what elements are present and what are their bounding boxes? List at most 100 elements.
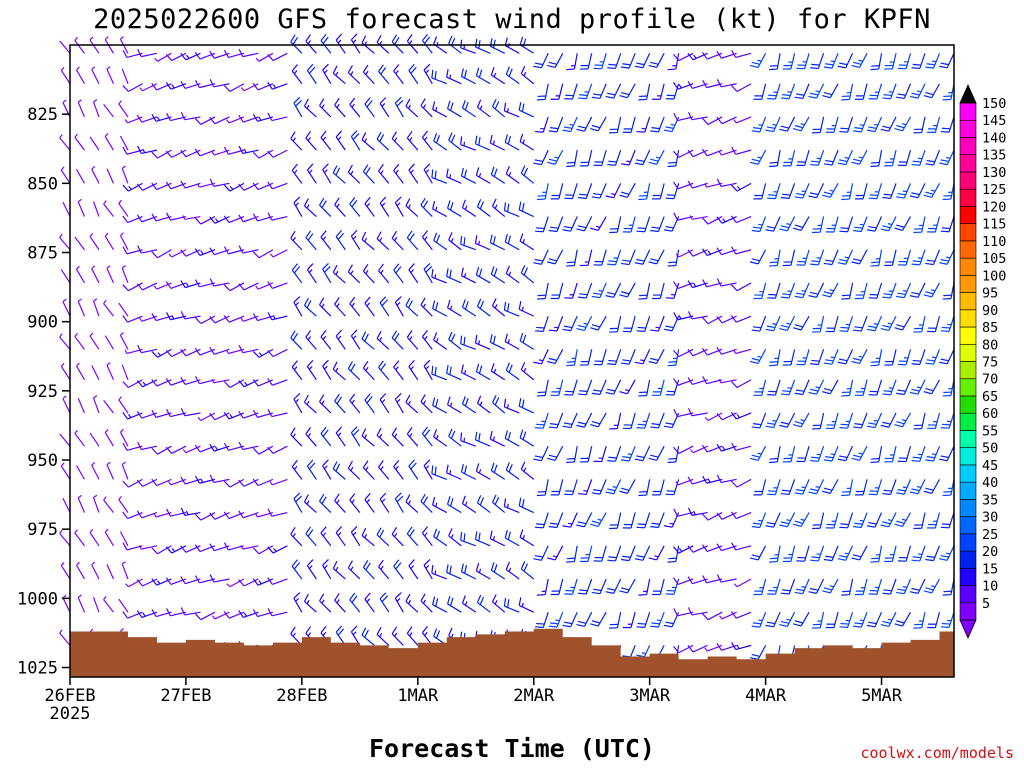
barb-flag xyxy=(376,527,382,536)
wind-barb xyxy=(491,395,506,414)
barb-flag xyxy=(293,562,300,570)
barb-flag xyxy=(823,163,833,166)
wind-barb xyxy=(252,445,274,455)
barb-flag xyxy=(547,557,556,561)
wind-barb xyxy=(536,282,549,300)
wind-barb xyxy=(60,562,71,580)
wind-barb xyxy=(519,332,535,350)
barb-staff xyxy=(706,445,723,453)
barb-staff xyxy=(376,534,390,547)
barb-half-flag xyxy=(422,104,427,109)
barb-staff xyxy=(475,439,491,447)
barb-flag xyxy=(460,267,464,276)
wind-barb xyxy=(59,529,71,547)
barb-staff xyxy=(946,53,955,69)
barb-flag xyxy=(122,85,129,92)
wind-barb xyxy=(394,392,404,414)
wind-barb xyxy=(518,398,534,414)
barb-flag xyxy=(323,265,331,273)
barb-staff xyxy=(678,545,694,554)
wind-barb xyxy=(897,149,912,167)
barb-flag xyxy=(794,591,803,595)
barb-staff xyxy=(720,379,737,384)
barb-staff xyxy=(171,52,187,62)
barb-flag xyxy=(607,67,616,70)
colorbar-swatch xyxy=(959,499,977,517)
wind-barb xyxy=(433,232,448,251)
barb-flag xyxy=(364,393,371,401)
wind-barb xyxy=(391,427,404,447)
barb-flag xyxy=(548,258,557,262)
wind-barb xyxy=(89,233,100,251)
barb-flag xyxy=(505,362,510,371)
wind-barb xyxy=(533,349,549,365)
barb-staff xyxy=(518,209,534,218)
barb-staff xyxy=(736,611,752,619)
barb-staff xyxy=(903,282,912,298)
barb-flag xyxy=(492,335,496,344)
barb-staff xyxy=(542,611,549,628)
barb-half-flag xyxy=(106,265,111,269)
wind-barb xyxy=(122,182,143,192)
wind-barb xyxy=(591,479,607,495)
barb-flag xyxy=(136,610,143,618)
barb-staff xyxy=(585,83,593,99)
wind-barb xyxy=(461,199,477,218)
barb-staff xyxy=(75,465,86,480)
barb-flag xyxy=(151,313,157,321)
barb-flag xyxy=(337,628,345,636)
barb-half-flag xyxy=(307,433,312,438)
wind-barb xyxy=(808,282,825,298)
barb-flag xyxy=(435,135,441,144)
barb-staff xyxy=(556,412,564,429)
wind-barb xyxy=(808,183,825,199)
barb-staff xyxy=(433,536,448,547)
barb-staff xyxy=(258,445,274,455)
barb-staff xyxy=(408,169,419,184)
barb-flag xyxy=(320,329,327,338)
barb-flag xyxy=(267,181,273,190)
colorbar-swatch xyxy=(959,206,977,224)
wind-barb xyxy=(609,512,622,530)
barb-flag xyxy=(362,263,369,272)
barb-flag xyxy=(391,526,398,535)
wind-barb xyxy=(303,297,317,317)
wind-barb xyxy=(446,168,462,184)
barb-flag xyxy=(752,127,762,130)
wind-barb xyxy=(255,52,274,62)
wind-barb xyxy=(349,197,361,217)
barb-staff xyxy=(462,403,477,414)
barb-staff xyxy=(736,512,752,520)
wind-barb xyxy=(823,53,839,69)
barb-flag xyxy=(122,480,129,488)
barb-flag xyxy=(651,522,660,525)
barb-staff xyxy=(599,183,607,199)
barb-flag xyxy=(209,316,216,324)
wind-barb xyxy=(794,379,810,396)
barb-flag xyxy=(825,456,834,459)
barb-flag xyxy=(267,212,273,221)
colorbar-swatch xyxy=(959,378,977,397)
barb-staff xyxy=(630,315,636,332)
barb-staff xyxy=(788,183,796,199)
barb-staff xyxy=(305,533,317,547)
barb-staff xyxy=(544,578,549,595)
wind-barb xyxy=(751,412,767,429)
barb-flag xyxy=(608,63,617,66)
barb-staff xyxy=(272,149,288,158)
wind-barb xyxy=(638,282,651,300)
barb-flag xyxy=(590,623,599,627)
barb-flag xyxy=(534,455,544,459)
barb-staff xyxy=(613,183,622,198)
wind-barb xyxy=(118,598,129,613)
wind-barb xyxy=(665,282,680,299)
wind-barb xyxy=(518,497,534,514)
wind-barb xyxy=(939,149,955,166)
barb-flag xyxy=(779,424,788,428)
barb-half-flag xyxy=(395,366,399,371)
barb-half-flag xyxy=(449,305,453,310)
wind-barb xyxy=(577,479,593,496)
barb-flag xyxy=(637,423,646,426)
barb-staff xyxy=(692,52,708,61)
wind-barb xyxy=(334,593,346,613)
